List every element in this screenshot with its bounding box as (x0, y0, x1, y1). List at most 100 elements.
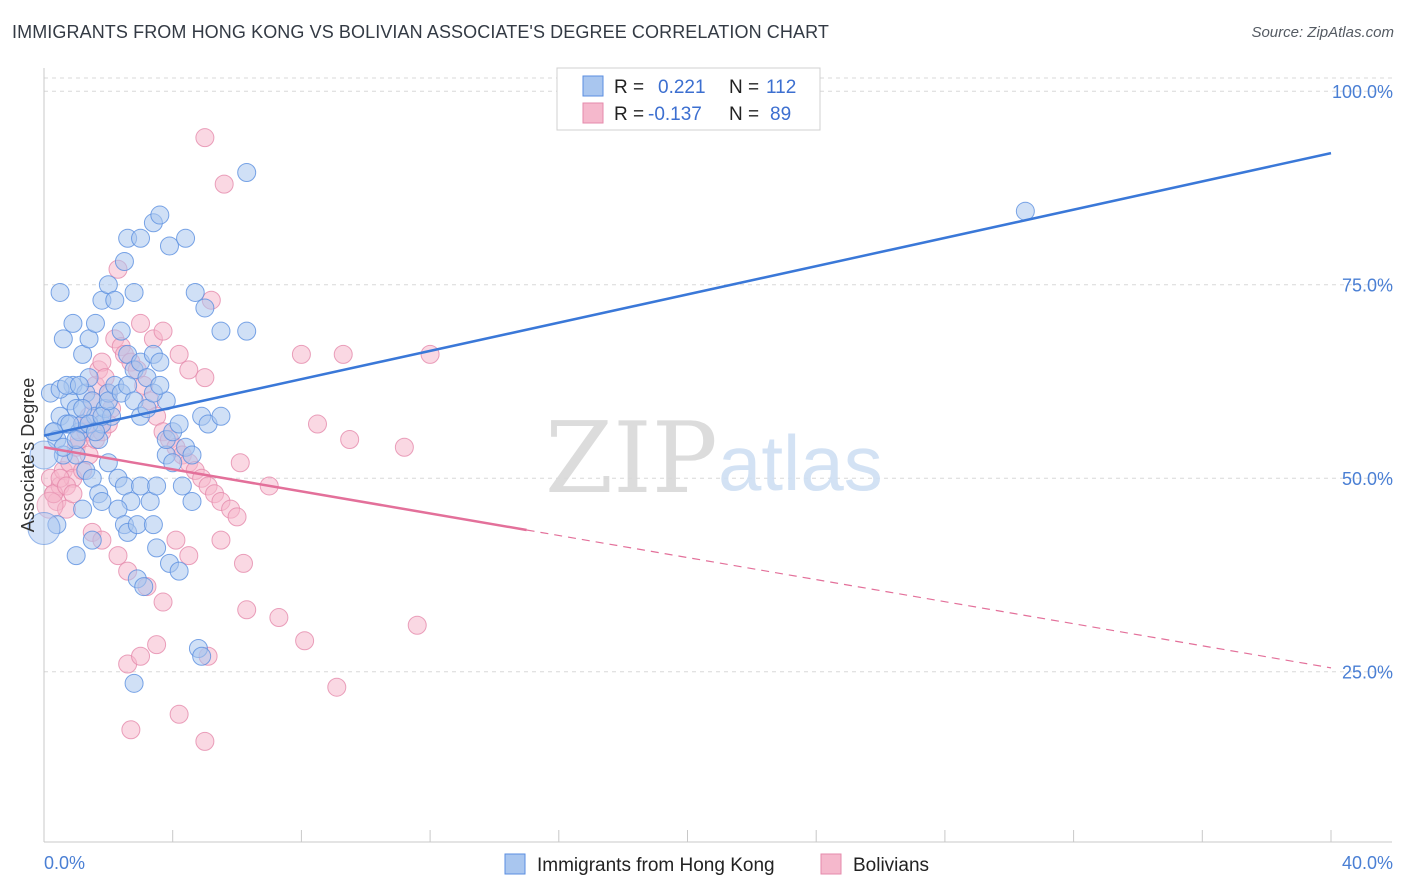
y-tick-label: 100.0% (1332, 82, 1393, 102)
bolivian-point (153, 321, 173, 341)
bolivian-point (214, 174, 234, 194)
bolivian-point (233, 553, 253, 573)
bolivian-point (420, 344, 440, 364)
hongkong-point (131, 228, 151, 248)
bolivian-point (307, 414, 327, 434)
legend-swatch-blue (582, 75, 604, 97)
hongkong-point (69, 375, 89, 395)
bolivian-point (291, 344, 311, 364)
bolivian-point (195, 368, 215, 388)
bolivian-point (407, 615, 427, 635)
hongkong-point (185, 282, 205, 302)
bolivian-trendline-solid (43, 446, 527, 532)
hongkong-point (111, 321, 131, 341)
x-tick-label: 0.0% (44, 853, 85, 873)
legend-swatch-pink (582, 102, 604, 124)
bolivian-point (340, 430, 360, 450)
hongkong-point (131, 476, 151, 496)
bolivian-point (131, 313, 151, 333)
bolivian-point (195, 128, 215, 148)
hongkong-point (159, 236, 179, 256)
hongkong-point (147, 476, 167, 496)
bolivian-point (211, 530, 231, 550)
bolivian-point (121, 720, 141, 740)
hongkong-point (73, 499, 93, 519)
hongkong-point (105, 290, 125, 310)
y-tick-label: 75.0% (1342, 276, 1393, 296)
hongkong-point (195, 298, 215, 318)
bolivian-point (227, 507, 247, 527)
bolivian-point (147, 635, 167, 655)
bolivian-point (63, 484, 83, 504)
hongkong-point (150, 375, 170, 395)
legend-n-label-blue: N = (729, 77, 759, 98)
legend-r-label-blue: R = (614, 77, 644, 98)
legend-r-value-blue: 0.221 (658, 77, 706, 98)
chart-title: IMMIGRANTS FROM HONG KONG VS BOLIVIAN AS… (12, 22, 829, 42)
hongkong-point (124, 282, 144, 302)
bolivian-point (108, 546, 128, 566)
y-axis-title: Associate's Degree (18, 378, 38, 533)
hongkong-point (176, 228, 196, 248)
trend-layer (43, 151, 1332, 669)
axis-layer (43, 68, 1392, 843)
hongkong-point (66, 430, 86, 450)
tick-labels: 25.0% 50.0% 75.0% 100.0% 0.0% 40.0% (44, 82, 1393, 873)
hongkong-point (50, 282, 70, 302)
series-legend: Immigrants from Hong Kong Bolivians (504, 853, 929, 876)
legend-n-value-pink: 89 (770, 104, 791, 125)
bolivian-point (327, 677, 347, 697)
hongkong-point (114, 252, 134, 271)
watermark: ZIP atlas (545, 402, 883, 516)
hongkong-point (172, 476, 192, 496)
hongkong-point (134, 577, 154, 597)
bolivian-point (195, 731, 215, 751)
legend-r-value-pink: -0.137 (648, 104, 702, 125)
hongkong-point (27, 512, 61, 546)
legend-bottom-label-pink: Bolivians (853, 855, 929, 876)
legend-n-label-pink: N = (729, 104, 759, 125)
bolivian-point (179, 360, 199, 380)
hongkong-point (237, 162, 257, 182)
hongkong-point (127, 515, 147, 535)
hongkong-point (150, 205, 170, 225)
legend-bottom-label-blue: Immigrants from Hong Kong (537, 855, 775, 876)
bolivian-point (237, 600, 257, 620)
hongkong-point (169, 561, 189, 581)
bolivian-point (169, 704, 189, 724)
legend-n-value-blue: 112 (766, 77, 796, 98)
hongkong-point (169, 414, 189, 434)
hongkong-point (63, 313, 83, 333)
stats-legend: R = 0.221 N = 112 R = -0.137 N = 89 (556, 67, 821, 131)
hongkong-point (211, 406, 231, 426)
legend-r-label-pink: R = (614, 104, 644, 125)
bolivian-trendline-dashed (526, 529, 1332, 669)
legend-bottom-swatch-pink (820, 853, 842, 875)
hongkong-point (192, 646, 212, 666)
bolivian-point (230, 453, 250, 473)
source-label: Source: ZipAtlas.com (1251, 24, 1394, 41)
watermark-zip: ZIP (545, 402, 718, 516)
bolivian-point (153, 592, 173, 612)
hongkong-point (211, 321, 231, 341)
bolivian-point (295, 631, 315, 651)
bolivian-point (333, 344, 353, 364)
bolivian-point (131, 646, 151, 666)
hongkong-point (237, 321, 257, 341)
hongkong-points (27, 162, 1035, 693)
watermark-atlas: atlas (718, 419, 883, 507)
y-tick-label: 25.0% (1342, 663, 1393, 683)
bolivian-point (269, 608, 289, 628)
hongkong-point (53, 329, 73, 349)
bolivian-point (169, 344, 189, 364)
hongkong-point (66, 546, 86, 566)
bolivian-point (394, 437, 414, 457)
hongkong-point (150, 352, 170, 372)
hongkong-point (82, 530, 102, 550)
bolivian-point (166, 530, 186, 550)
hongkong-point (163, 453, 183, 473)
hongkong-point (182, 445, 202, 465)
bolivian-point (92, 352, 112, 372)
hongkong-point (182, 491, 202, 511)
